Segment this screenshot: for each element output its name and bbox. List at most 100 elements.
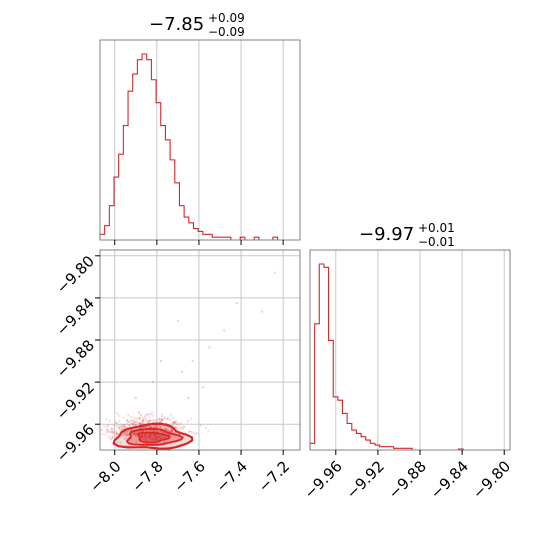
scatter-point [117,424,121,427]
scatter-point [145,413,149,416]
scatter-point [138,422,141,425]
scatter-point [125,430,129,433]
scatter-point [128,425,131,428]
scatter-point [127,429,130,433]
scatter-point [160,430,163,434]
scatter-point [124,432,127,435]
scatter-point [109,430,112,433]
joint-x-tick-label-4: −7.2 [255,457,293,495]
scatter-point [126,430,129,434]
joint-y-tick-label-4: −9.96 [53,420,98,465]
scatter-point [161,415,164,418]
scatter-point [110,428,113,431]
scatter-point [123,423,127,426]
scatter-point [174,425,177,429]
scatter-point [182,425,185,428]
scatter-point [165,428,168,431]
scatter-point [139,422,142,425]
scatter-point [176,427,180,430]
scatter-point [100,428,104,431]
scatter-point [149,425,152,428]
scatter-point [171,430,174,434]
scatter-point [132,423,135,426]
scatter-point [180,427,183,430]
scatter-point [161,431,164,434]
scatter-outlier-3 [223,329,226,332]
scatter-point [133,434,136,437]
scatter-point [148,413,151,416]
scatter-point [149,429,152,432]
scatter-point [141,422,144,425]
scatter-point [150,430,153,433]
scatter-point [159,421,162,424]
scatter-outlier-10 [159,359,163,363]
scatter-point [149,419,152,422]
scatter-point [130,422,133,425]
scatter-outlier-12 [134,396,137,399]
hist2-x-tick-label-3: −9.84 [427,457,472,502]
scatter-point [157,420,160,423]
scatter-point [145,429,148,433]
scatter-point [157,430,160,433]
scatter-point [166,426,169,429]
scatter-point [138,416,141,419]
scatter-point [96,439,98,441]
scatter-point [125,433,129,436]
scatter-point [119,441,122,444]
scatter-point [162,431,165,434]
scatter-point [104,433,107,436]
scatter-point [161,418,164,422]
scatter-point [120,426,123,429]
scatter-point [123,437,126,440]
scatter-point [115,430,118,433]
scatter-point [153,429,157,432]
scatter-point [138,417,141,420]
scatter-point [152,419,155,422]
scatter-point [155,425,158,428]
scatter-point [116,432,119,435]
scatter-point [154,424,157,428]
scatter-point [127,434,130,437]
scatter-point [173,422,176,425]
hist2-step-line [309,263,510,451]
scatter-point [171,416,175,419]
scatter-point [117,414,120,418]
scatter-point [124,437,127,441]
hist2-x-tick-label-4: −9.80 [469,457,514,502]
scatter-point [136,420,139,423]
scatter-point [135,436,139,439]
joint-y-tick-label-1: −9.84 [53,294,98,339]
title-param1: −7.85 +0.09 −0.09 [149,11,245,39]
scatter-point [103,425,106,428]
scatter-point [114,434,117,438]
scatter-point [155,426,158,429]
scatter-point [112,430,115,433]
scatter-point [121,424,124,427]
scatter-point [125,419,129,422]
scatter-point [109,437,112,440]
scatter-point [145,426,148,429]
scatter-point [142,419,145,423]
scatter-point [97,416,99,418]
scatter-point [151,429,155,432]
scatter-point [162,431,165,434]
scatter-point [180,421,183,425]
scatter-point [107,429,110,432]
scatter-point [160,419,163,422]
scatter-point [170,428,174,432]
joint-y-tick-label-3: −9.92 [53,378,98,423]
scatter-outlier-2 [235,302,238,305]
scatter-point [108,420,112,423]
title-param2-plus: +0.01 [418,221,455,235]
scatter-point [145,419,148,423]
scatter-point [127,423,130,426]
scatter-point [110,427,113,430]
scatter-point [130,429,133,432]
scatter-point [182,428,185,431]
scatter-point [127,420,130,423]
scatter-point [169,413,173,416]
scatter-point [136,417,139,420]
histogram-panel-param1 [99,39,301,245]
scatter-point [175,421,178,424]
scatter-point [153,424,157,428]
